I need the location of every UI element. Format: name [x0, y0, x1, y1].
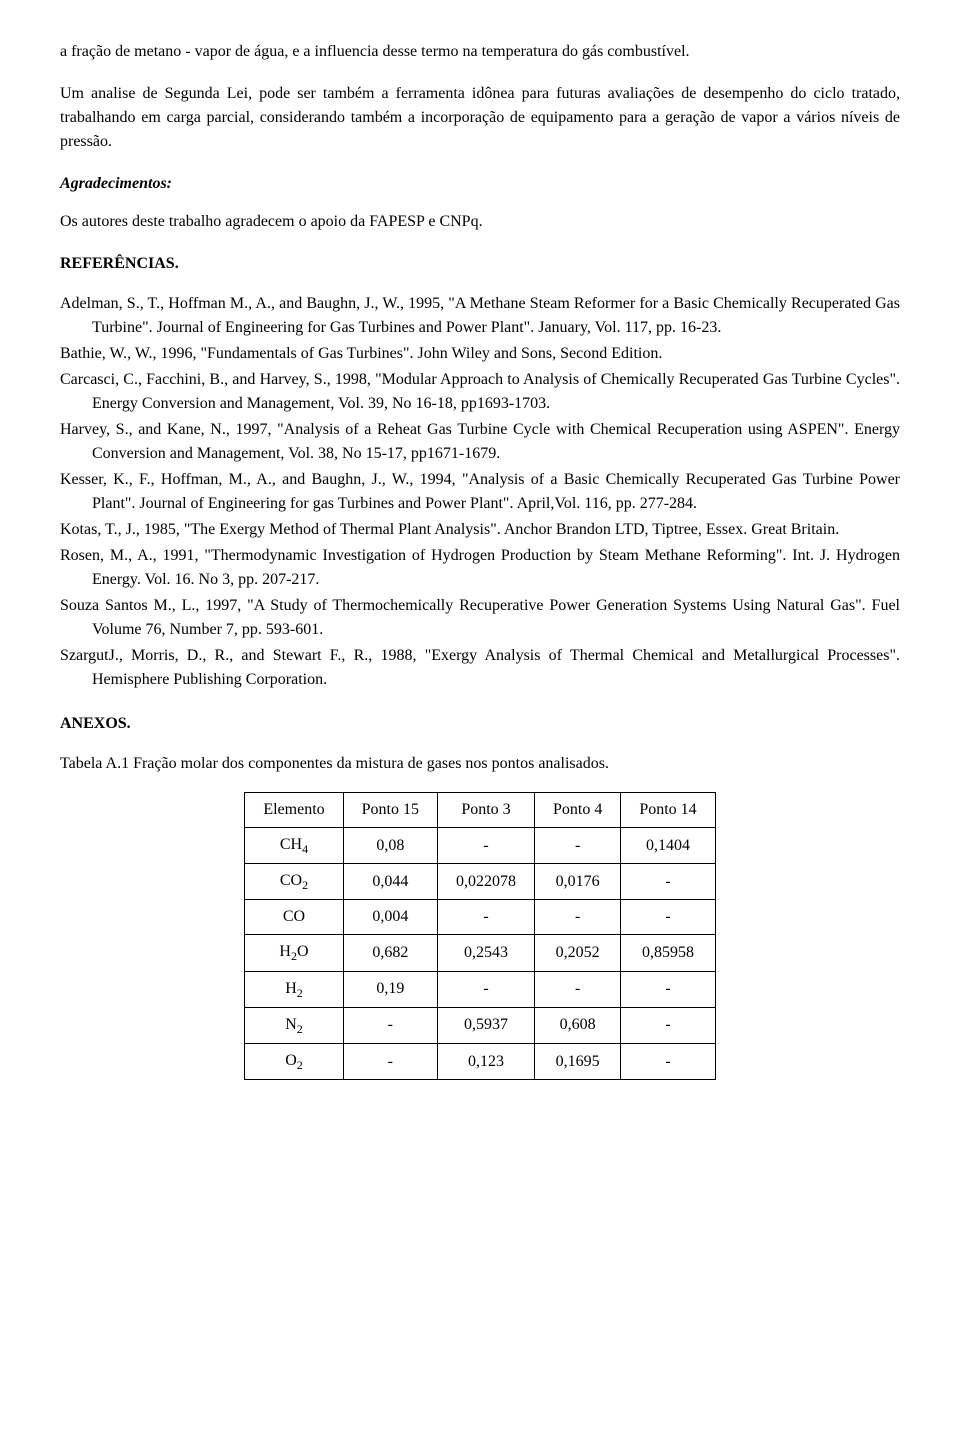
table-header-cell: Elemento — [245, 793, 343, 828]
table-cell: 0,004 — [343, 900, 437, 935]
table-cell: 0,0176 — [534, 864, 620, 900]
table-cell: 0,682 — [343, 935, 437, 971]
reference-item: Kesser, K., F., Hoffman, M., A., and Bau… — [60, 468, 900, 516]
second-paragraph: Um analise de Segunda Lei, pode ser tamb… — [60, 82, 900, 154]
table-row: H20,19--- — [245, 971, 715, 1007]
reference-item: Adelman, S., T., Hoffman M., A., and Bau… — [60, 292, 900, 340]
references-list: Adelman, S., T., Hoffman M., A., and Bau… — [60, 292, 900, 692]
reference-item: SzargutJ., Morris, D., R., and Stewart F… — [60, 644, 900, 692]
reference-item: Carcasci, C., Facchini, B., and Harvey, … — [60, 368, 900, 416]
anexos-heading: ANEXOS. — [60, 712, 900, 736]
agradecimentos-text: Os autores deste trabalho agradecem o ap… — [60, 210, 900, 234]
table-header-cell: Ponto 3 — [437, 793, 534, 828]
table-cell-element: CH4 — [245, 828, 343, 864]
table-caption: Tabela A.1 Fração molar dos componentes … — [60, 752, 900, 776]
table-row: H2O0,6820,25430,20520,85958 — [245, 935, 715, 971]
agradecimentos-heading: Agradecimentos: — [60, 172, 900, 196]
table-cell: 0,85958 — [621, 935, 715, 971]
table-row: CO0,004--- — [245, 900, 715, 935]
table-cell-element: H2O — [245, 935, 343, 971]
table-row: N2-0,59370,608- — [245, 1007, 715, 1043]
table-cell: - — [621, 1007, 715, 1043]
table-cell: 0,123 — [437, 1043, 534, 1079]
reference-item: Souza Santos M., L., 1997, "A Study of T… — [60, 594, 900, 642]
table-cell-element: H2 — [245, 971, 343, 1007]
reference-item: Rosen, M., A., 1991, "Thermodynamic Inve… — [60, 544, 900, 592]
table-body: CH40,08--0,1404CO20,0440,0220780,0176-CO… — [245, 828, 715, 1080]
table-cell: 0,1695 — [534, 1043, 620, 1079]
table-cell: - — [437, 900, 534, 935]
table-cell-element: CO2 — [245, 864, 343, 900]
table-header-cell: Ponto 15 — [343, 793, 437, 828]
table-cell-element: O2 — [245, 1043, 343, 1079]
table-cell: - — [343, 1007, 437, 1043]
reference-item: Bathie, W., W., 1996, "Fundamentals of G… — [60, 342, 900, 366]
table-cell: 0,608 — [534, 1007, 620, 1043]
reference-item: Harvey, S., and Kane, N., 1997, "Analysi… — [60, 418, 900, 466]
table-cell: 0,1404 — [621, 828, 715, 864]
referencias-heading: REFERÊNCIAS. — [60, 252, 900, 276]
table-cell: - — [437, 828, 534, 864]
molar-fraction-table: Elemento Ponto 15 Ponto 3 Ponto 4 Ponto … — [244, 792, 715, 1080]
table-cell: - — [534, 971, 620, 1007]
table-cell: - — [621, 1043, 715, 1079]
table-cell: 0,044 — [343, 864, 437, 900]
table-row: CH40,08--0,1404 — [245, 828, 715, 864]
table-header-cell: Ponto 14 — [621, 793, 715, 828]
table-cell: 0,08 — [343, 828, 437, 864]
table-cell: - — [621, 900, 715, 935]
table-cell: 0,2052 — [534, 935, 620, 971]
table-header-row: Elemento Ponto 15 Ponto 3 Ponto 4 Ponto … — [245, 793, 715, 828]
table-row: O2-0,1230,1695- — [245, 1043, 715, 1079]
table-cell: - — [437, 971, 534, 1007]
table-cell: - — [621, 971, 715, 1007]
table-cell-element: N2 — [245, 1007, 343, 1043]
table-cell: 0,5937 — [437, 1007, 534, 1043]
table-cell: 0,022078 — [437, 864, 534, 900]
table-row: CO20,0440,0220780,0176- — [245, 864, 715, 900]
table-cell: 0,2543 — [437, 935, 534, 971]
table-cell: - — [534, 900, 620, 935]
table-cell-element: CO — [245, 900, 343, 935]
table-cell: 0,19 — [343, 971, 437, 1007]
reference-item: Kotas, T., J., 1985, "The Exergy Method … — [60, 518, 900, 542]
table-cell: - — [534, 828, 620, 864]
intro-paragraph: a fração de metano - vapor de água, e a … — [60, 40, 900, 64]
table-cell: - — [343, 1043, 437, 1079]
table-cell: - — [621, 864, 715, 900]
table-header-cell: Ponto 4 — [534, 793, 620, 828]
